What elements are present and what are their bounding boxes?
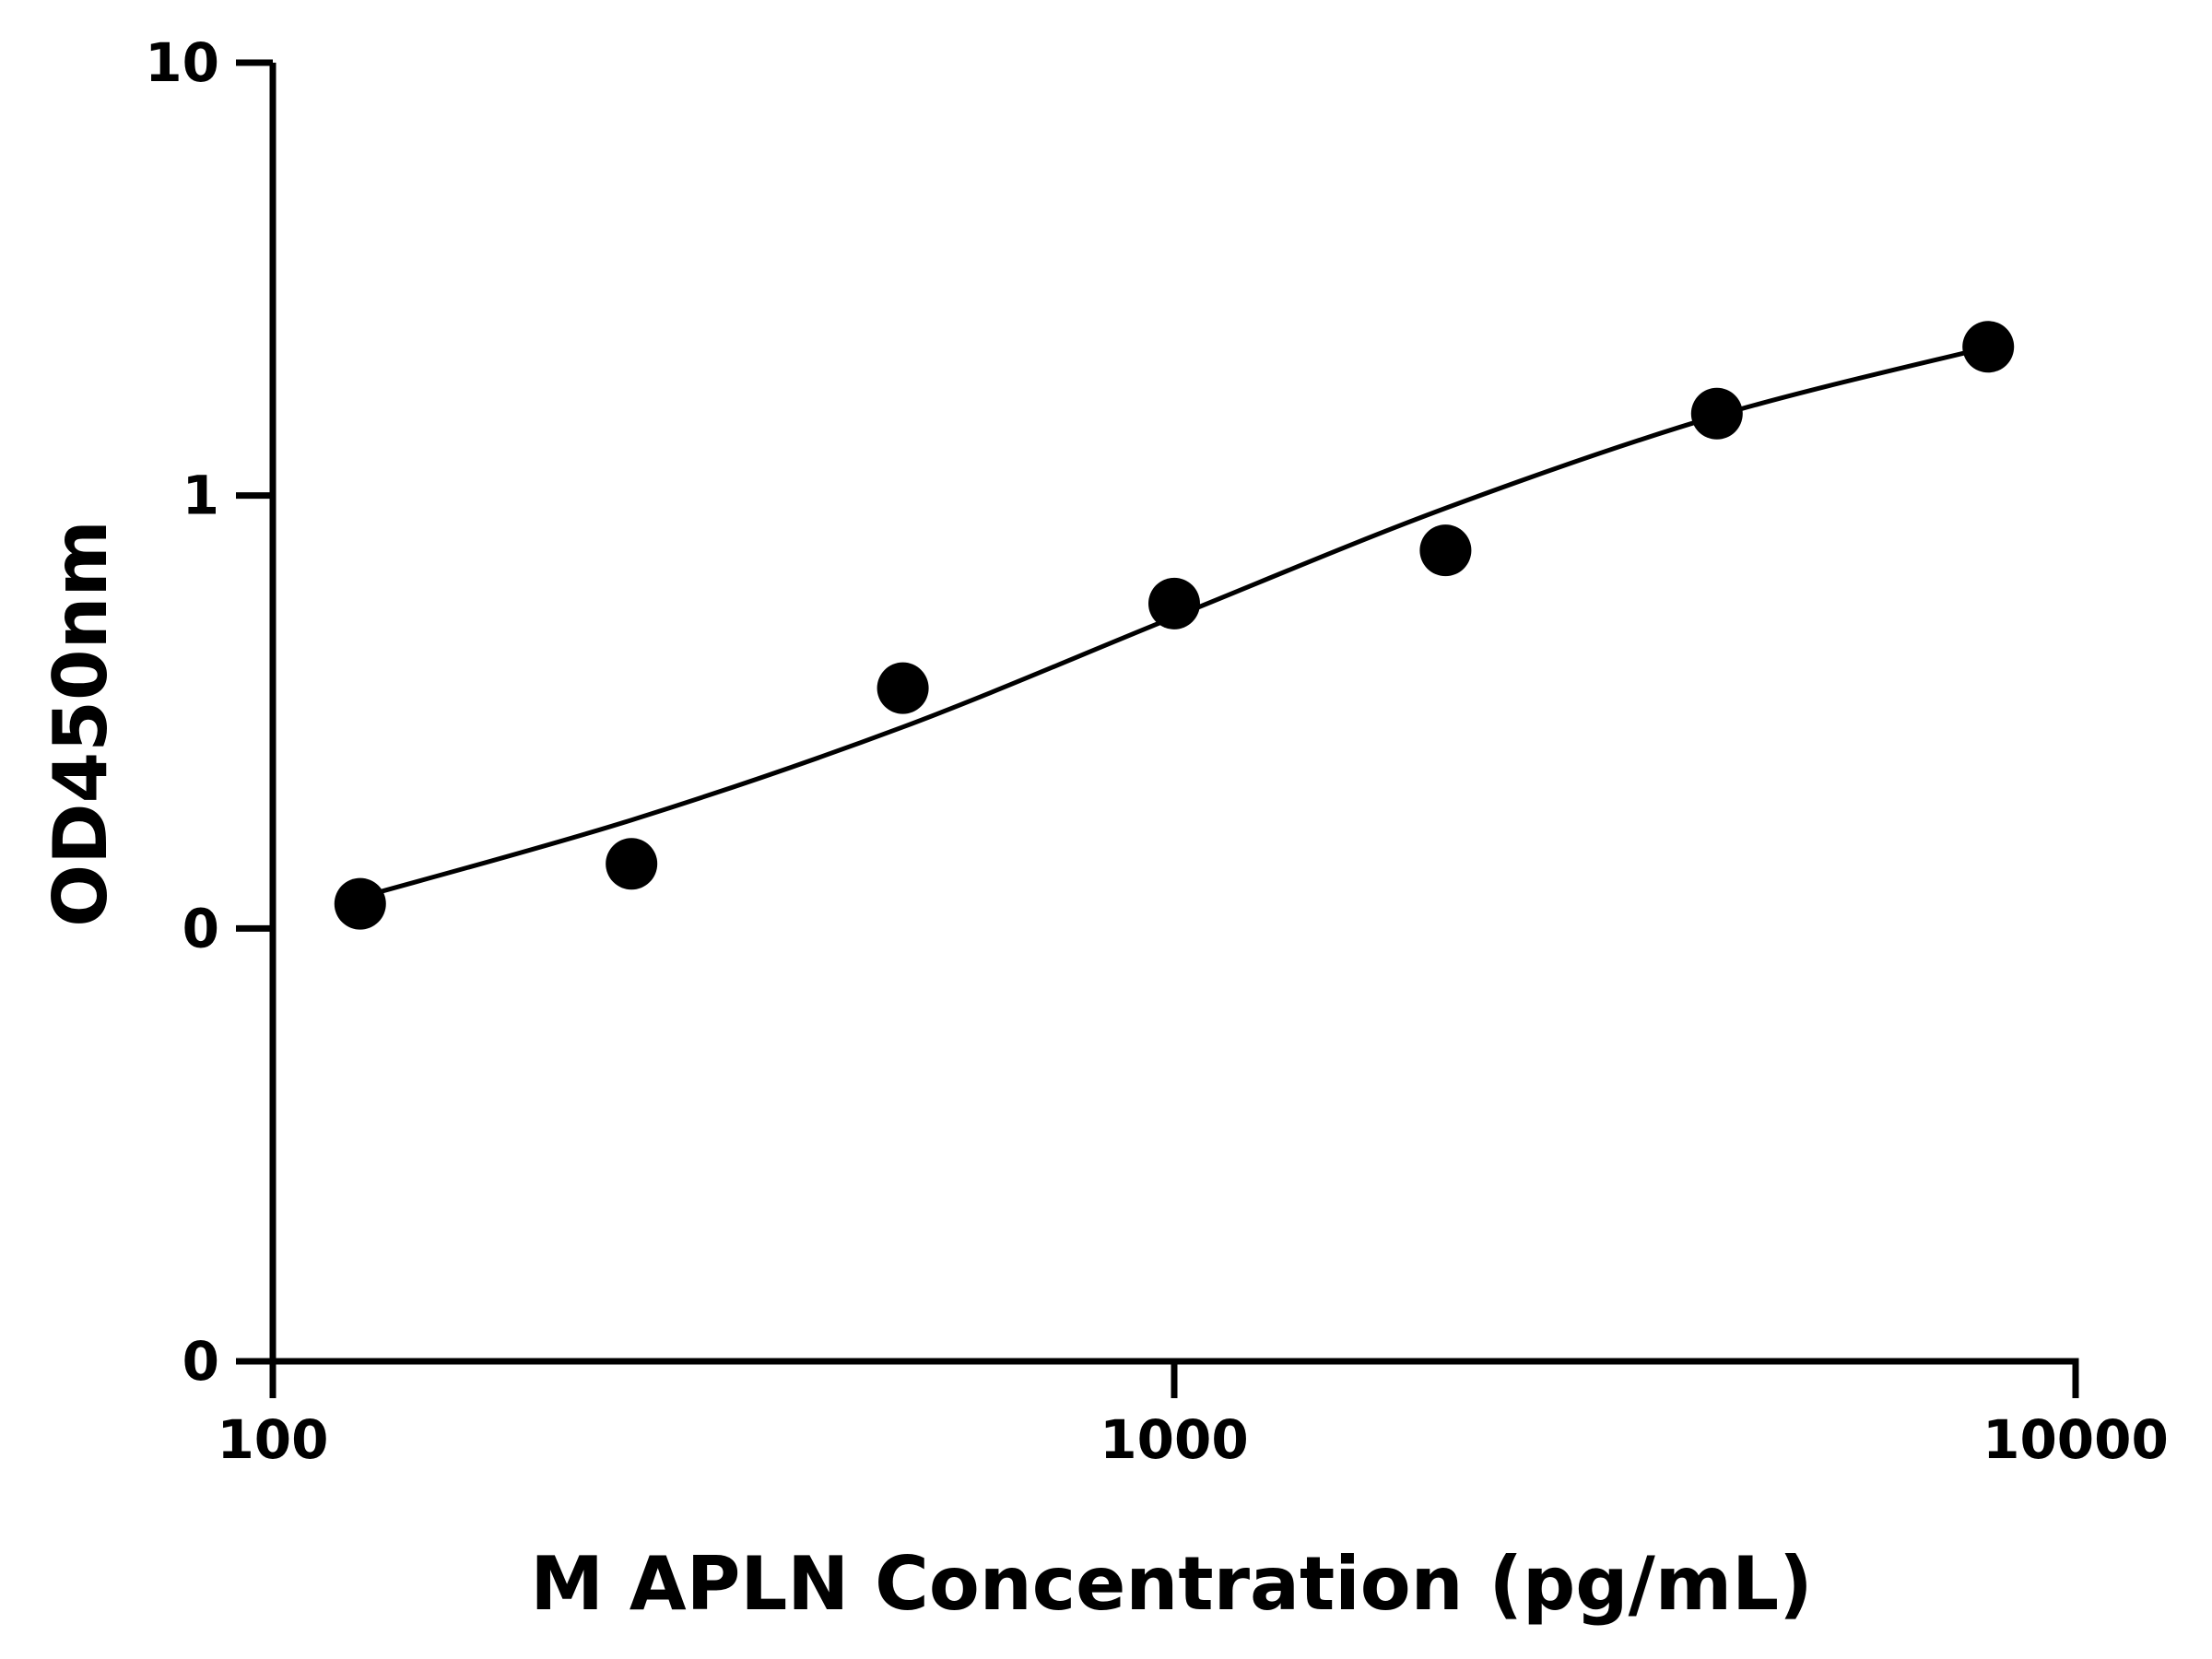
data-point-0 — [334, 877, 386, 930]
x-tick-label-2: 10000 — [1983, 1408, 2169, 1471]
data-point-5 — [1690, 387, 1743, 440]
x-tick-label-1: 1000 — [1100, 1408, 1248, 1471]
data-point-3 — [1148, 577, 1200, 629]
y-tick-label-2: 0 — [182, 897, 219, 959]
data-points — [334, 321, 2015, 930]
data-point-6 — [1962, 321, 2015, 373]
x-axis-title: M APLN Concentration (pg/mL) — [530, 1541, 1812, 1627]
axes — [269, 63, 2079, 1365]
data-point-2 — [877, 662, 929, 714]
y-tick-label-1: 1 — [182, 465, 219, 527]
y-tick-label-0: 10 — [145, 31, 219, 94]
y-axis-title: OD450nm — [38, 520, 124, 927]
x-tick-label-0: 100 — [217, 1408, 328, 1471]
data-point-1 — [606, 838, 658, 890]
data-point-4 — [1419, 524, 1472, 577]
y-tick-label-3: 0 — [182, 1330, 219, 1393]
